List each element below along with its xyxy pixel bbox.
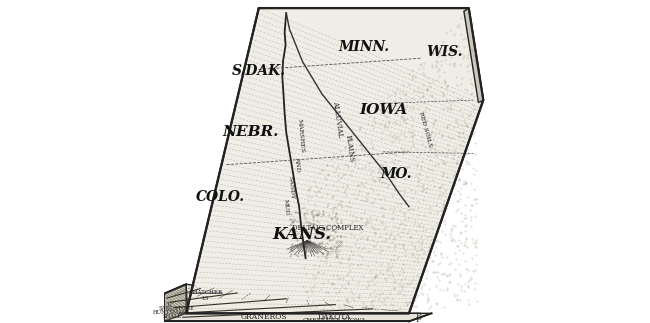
Text: MARSHES: MARSHES bbox=[297, 119, 305, 153]
Text: DAKOTA: DAKOTA bbox=[318, 313, 352, 321]
Polygon shape bbox=[464, 8, 483, 103]
Text: DELTAIC COMPLEX: DELTAIC COMPLEX bbox=[292, 224, 364, 232]
Text: "D": "D" bbox=[166, 302, 174, 307]
Text: COLO.: COLO. bbox=[196, 190, 244, 204]
Text: MINN.: MINN. bbox=[338, 40, 389, 54]
Text: WIS.: WIS. bbox=[426, 45, 463, 59]
Text: P: P bbox=[416, 316, 421, 323]
Text: KANS.: KANS. bbox=[273, 226, 332, 243]
Text: ALLUVIAL: ALLUVIAL bbox=[332, 100, 344, 139]
Polygon shape bbox=[164, 284, 186, 321]
Text: THATCHER: THATCHER bbox=[189, 290, 222, 295]
Text: NEBR.: NEBR. bbox=[222, 125, 279, 140]
Text: S.DAK.: S.DAK. bbox=[232, 64, 286, 78]
Polygon shape bbox=[186, 8, 483, 313]
Text: PLAINS: PLAINS bbox=[343, 134, 355, 163]
Polygon shape bbox=[164, 284, 432, 321]
Text: RED SOILS: RED SOILS bbox=[418, 111, 432, 148]
Text: LS: LS bbox=[202, 296, 209, 301]
Text: AND: AND bbox=[294, 157, 301, 172]
Text: P: P bbox=[416, 312, 421, 320]
Text: IOWA: IOWA bbox=[359, 103, 408, 117]
Text: MUD: MUD bbox=[283, 198, 289, 215]
Text: SANDSTONE: SANDSTONE bbox=[159, 306, 194, 311]
Text: CHEYENNE-KIOWA: CHEYENNE-KIOWA bbox=[303, 318, 367, 323]
Text: MO.: MO. bbox=[380, 167, 412, 182]
Text: SANDY: SANDY bbox=[287, 175, 294, 199]
Text: SHALE: SHALE bbox=[163, 314, 182, 319]
Text: GRANEROS: GRANEROS bbox=[240, 313, 287, 321]
Text: HUNTSMAN: HUNTSMAN bbox=[153, 310, 187, 315]
